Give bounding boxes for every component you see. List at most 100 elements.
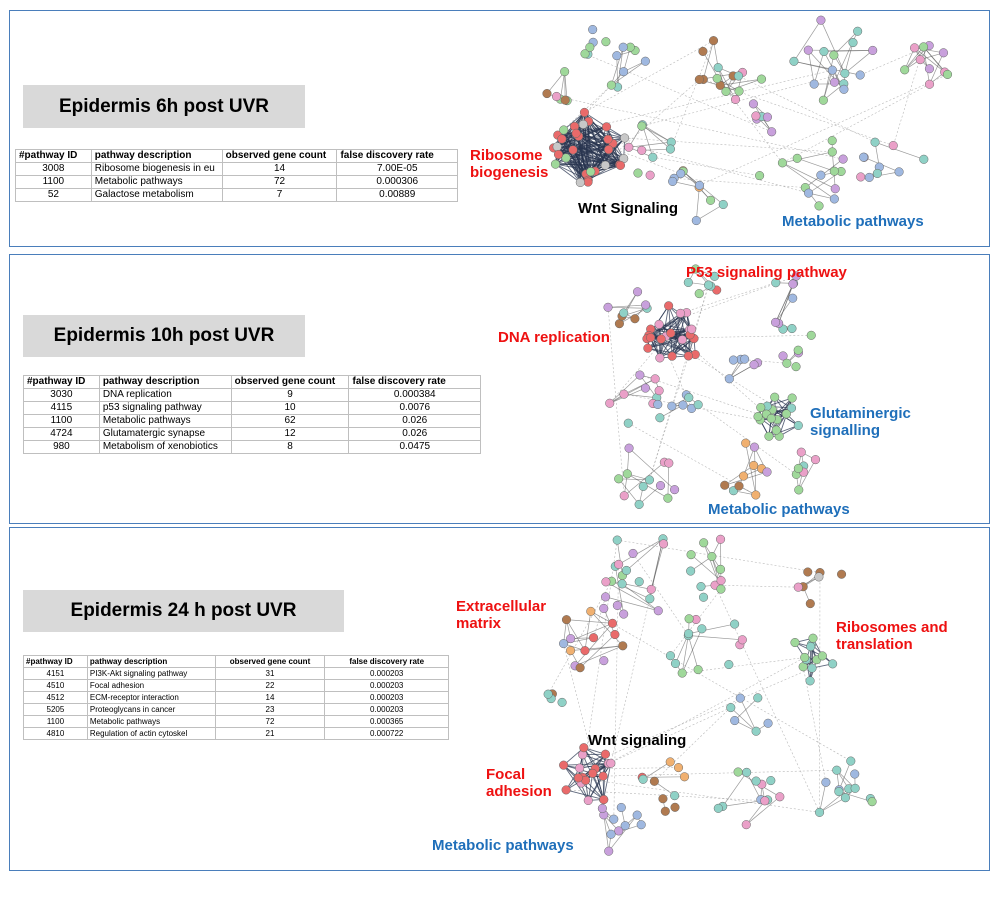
network-node: [724, 374, 734, 384]
network-node: [850, 783, 860, 793]
network-node: [615, 160, 626, 170]
network-node: [693, 400, 703, 410]
network-node: [751, 776, 761, 786]
network-node: [620, 133, 630, 143]
network-node: [709, 271, 720, 281]
network-edge: [611, 47, 624, 86]
network-node: [829, 50, 839, 60]
network-node: [840, 68, 850, 78]
network-edges: [546, 19, 948, 221]
network-edge: [579, 667, 813, 769]
network-edge: [671, 334, 691, 357]
table-header-cell: #pathway ID: [15, 149, 92, 163]
table-row: 3030 DNA replication 9 0.000384: [23, 388, 481, 402]
network-node: [667, 351, 677, 361]
network-edge: [611, 580, 650, 600]
network-edge: [819, 797, 846, 813]
network-edge: [582, 124, 592, 172]
network-edge: [819, 782, 827, 813]
network-node: [551, 91, 562, 102]
network-node: [634, 577, 644, 587]
network-edge: [607, 139, 809, 194]
network-edge: [782, 83, 930, 164]
network-edge: [730, 707, 757, 732]
network-node: [666, 328, 676, 338]
network-edge: [819, 788, 849, 813]
network-edge: [688, 623, 735, 634]
network-edge: [807, 50, 815, 85]
network-node: [619, 491, 629, 501]
network-node: [830, 184, 840, 194]
network-edge: [904, 46, 924, 71]
table-cell: 0.000384: [348, 388, 481, 402]
network-node: [676, 169, 686, 179]
network-node: [778, 351, 788, 361]
table-cell: Metabolic pathways: [98, 414, 232, 428]
table-cell: 4512: [23, 691, 88, 704]
network-edge: [632, 553, 689, 636]
table-header-row: #pathway ID pathway description observed…: [15, 149, 458, 163]
network-node: [716, 576, 726, 586]
network-node: [762, 467, 772, 477]
network-node: [612, 535, 622, 545]
network-node: [749, 442, 760, 452]
network-node: [805, 599, 815, 609]
network-node: [829, 77, 840, 87]
network-node: [600, 749, 610, 759]
network-node: [787, 393, 797, 403]
network-edge: [626, 538, 664, 571]
label-line: Focal: [486, 766, 526, 783]
network-node: [658, 539, 669, 549]
network-node: [550, 159, 561, 169]
label-line: adhesion: [486, 783, 552, 800]
network-node: [654, 319, 664, 329]
network-edge: [670, 40, 714, 150]
table-cell: Ribosome biogenesis in eu: [90, 162, 223, 176]
network-node: [718, 199, 728, 210]
table-cell: 4810: [23, 727, 88, 740]
network-node: [859, 152, 869, 162]
table-row: 4810 Regulation of actin cytoskel 21 0.0…: [23, 727, 449, 740]
network-edge: [746, 796, 781, 825]
network-edge: [770, 397, 793, 419]
network-node: [630, 314, 640, 324]
label-ribosome-biogenesis: Ribosome biogenesis: [470, 147, 548, 181]
network-node: [670, 485, 680, 495]
network-node: [597, 803, 607, 813]
network-node: [938, 48, 949, 58]
network-node: [633, 168, 643, 178]
network-node: [605, 398, 615, 408]
network-node: [586, 167, 596, 177]
network-node: [791, 271, 801, 281]
network-edge: [610, 598, 651, 764]
network-edge: [688, 635, 699, 670]
table-cell: 52: [15, 188, 92, 202]
network-edge: [696, 204, 724, 221]
network-node: [782, 358, 792, 368]
network-node: [733, 71, 744, 81]
network-node: [730, 619, 740, 629]
network-node: [827, 136, 837, 146]
network-edge: [793, 19, 822, 62]
network-edge: [768, 413, 787, 437]
network-edge: [557, 134, 625, 139]
network-node: [646, 333, 656, 343]
network-node: [580, 646, 590, 656]
network-node: [656, 334, 666, 344]
table-cell: 8: [230, 440, 350, 454]
network-node: [924, 79, 935, 89]
network-node: [599, 603, 609, 613]
label-line: Extracellular: [456, 598, 547, 615]
network-node: [600, 160, 610, 170]
network-node: [678, 400, 688, 410]
network-edge: [782, 151, 833, 164]
network-node: [740, 354, 750, 364]
network-node: [667, 401, 677, 411]
network-node: [632, 810, 642, 820]
network-node: [749, 360, 759, 370]
network-node: [637, 145, 647, 155]
network-node: [599, 795, 609, 805]
network-node: [846, 756, 856, 766]
table-cell: 22: [214, 679, 326, 692]
network-node: [645, 594, 655, 604]
